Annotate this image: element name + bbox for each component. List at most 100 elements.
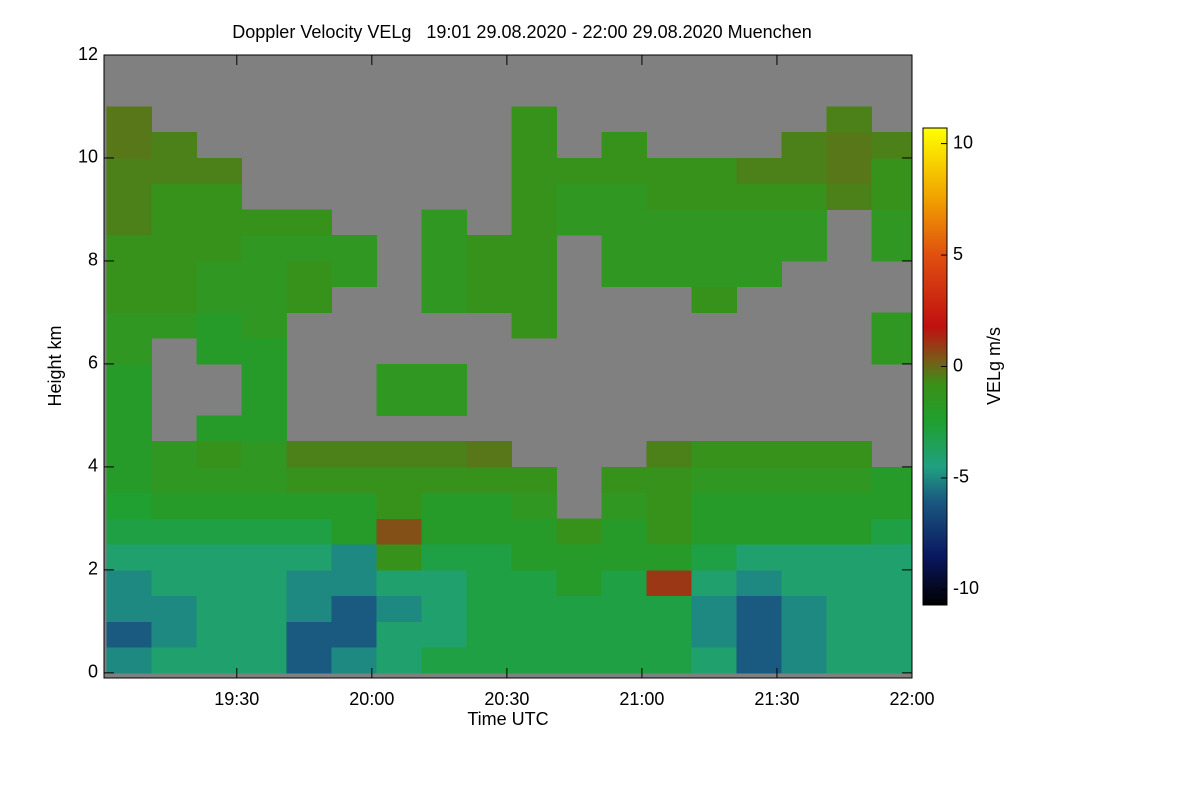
heatmap-cell — [241, 466, 287, 494]
heatmap-cell — [241, 286, 287, 313]
heatmap-cell — [106, 389, 152, 416]
heatmap-cell — [601, 157, 647, 185]
heatmap-cell — [196, 621, 242, 648]
heatmap-cell — [421, 569, 467, 597]
heatmap-cell — [826, 466, 872, 494]
heatmap-cell — [196, 260, 242, 288]
heatmap-cell — [736, 466, 782, 494]
heatmap-cell — [196, 209, 242, 236]
heatmap-cell — [781, 595, 827, 622]
heatmap-cell — [331, 647, 377, 674]
heatmap-cell — [781, 132, 827, 159]
heatmap-cell — [781, 157, 827, 185]
heatmap-cell — [826, 492, 872, 519]
heatmap-cell — [151, 312, 197, 339]
heatmap-cell — [376, 492, 422, 519]
heatmap-cell — [646, 441, 692, 468]
heatmap-cell — [466, 569, 512, 597]
heatmap-cell — [151, 466, 197, 494]
heatmap-cell — [691, 647, 737, 674]
heatmap-cell — [196, 235, 242, 262]
heatmap-cell — [691, 518, 737, 545]
heatmap-cell — [421, 518, 467, 545]
heatmap-cell — [736, 647, 782, 674]
heatmap-cell — [601, 647, 647, 674]
y-tick-label: 0 — [88, 662, 98, 682]
heatmap-cell — [511, 286, 557, 313]
heatmap-cell — [331, 492, 377, 519]
heatmap-cell — [511, 132, 557, 159]
heatmap-cell — [781, 183, 827, 210]
heatmap-cell — [736, 441, 782, 468]
x-tick-label: 20:00 — [349, 689, 394, 709]
heatmap-cell — [286, 286, 332, 313]
chart-title: Doppler Velocity VELg 19:01 29.08.2020 -… — [232, 22, 811, 42]
heatmap-cell — [466, 518, 512, 545]
heatmap-cell — [151, 183, 197, 210]
heatmap-cell — [106, 621, 152, 648]
heatmap-cell — [691, 441, 737, 468]
heatmap-cell — [466, 647, 512, 674]
heatmap-cell — [871, 544, 913, 571]
heatmap-cell — [106, 157, 152, 185]
heatmap-cell — [601, 466, 647, 494]
heatmap-cell — [511, 492, 557, 519]
y-tick-label: 12 — [78, 44, 98, 64]
heatmap-cell — [376, 466, 422, 494]
heatmap-cell — [691, 569, 737, 597]
heatmap-cell — [376, 389, 422, 416]
heatmap-cell — [511, 647, 557, 674]
heatmap-cell — [601, 544, 647, 571]
heatmap-cell — [106, 106, 152, 133]
heatmap-cell — [241, 235, 287, 262]
heatmap-cell — [331, 621, 377, 648]
heatmap-cell — [871, 492, 913, 519]
heatmap-cell — [106, 544, 152, 571]
heatmap-cell — [196, 286, 242, 313]
heatmap-cell — [646, 544, 692, 571]
heatmap-cell — [466, 441, 512, 468]
heatmap-cell — [241, 338, 287, 365]
heatmap-cell — [466, 621, 512, 648]
heatmap-cell — [826, 441, 872, 468]
heatmap-cell — [781, 209, 827, 236]
heatmap-cell — [466, 492, 512, 519]
heatmap-cell — [151, 621, 197, 648]
heatmap-cell — [871, 235, 913, 262]
heatmap-cell — [556, 621, 602, 648]
heatmap-cell — [421, 260, 467, 288]
y-tick-label: 6 — [88, 353, 98, 373]
heatmap-cell — [151, 595, 197, 622]
heatmap-cell — [781, 466, 827, 494]
colorbar-tick-label: 0 — [953, 355, 963, 375]
heatmap-cell — [196, 466, 242, 494]
heatmap-cell — [286, 466, 332, 494]
heatmap-cell — [106, 132, 152, 159]
heatmap-cell — [871, 312, 913, 339]
heatmap-cell — [151, 260, 197, 288]
heatmap-cell — [286, 518, 332, 545]
heatmap-cell — [241, 415, 287, 442]
heatmap-cell — [241, 260, 287, 288]
heatmap-cell — [196, 415, 242, 442]
heatmap-cell — [106, 260, 152, 288]
heatmap-cell — [106, 595, 152, 622]
heatmap-cell — [376, 441, 422, 468]
heatmap-cell — [646, 235, 692, 262]
heatmap-cell — [151, 569, 197, 597]
heatmap-cell — [466, 544, 512, 571]
heatmap-cell — [646, 569, 692, 597]
heatmap-cell — [871, 132, 913, 159]
heatmap-cell — [151, 286, 197, 313]
heatmap-cell — [601, 183, 647, 210]
heatmap-cell — [376, 621, 422, 648]
heatmap-cell — [781, 647, 827, 674]
heatmap-cell — [601, 595, 647, 622]
heatmap-cell — [106, 415, 152, 442]
x-tick-label: 19:30 — [214, 689, 259, 709]
heatmap-cell — [151, 492, 197, 519]
heatmap-cell — [511, 595, 557, 622]
heatmap-cell — [511, 106, 557, 133]
heatmap-cell — [106, 492, 152, 519]
